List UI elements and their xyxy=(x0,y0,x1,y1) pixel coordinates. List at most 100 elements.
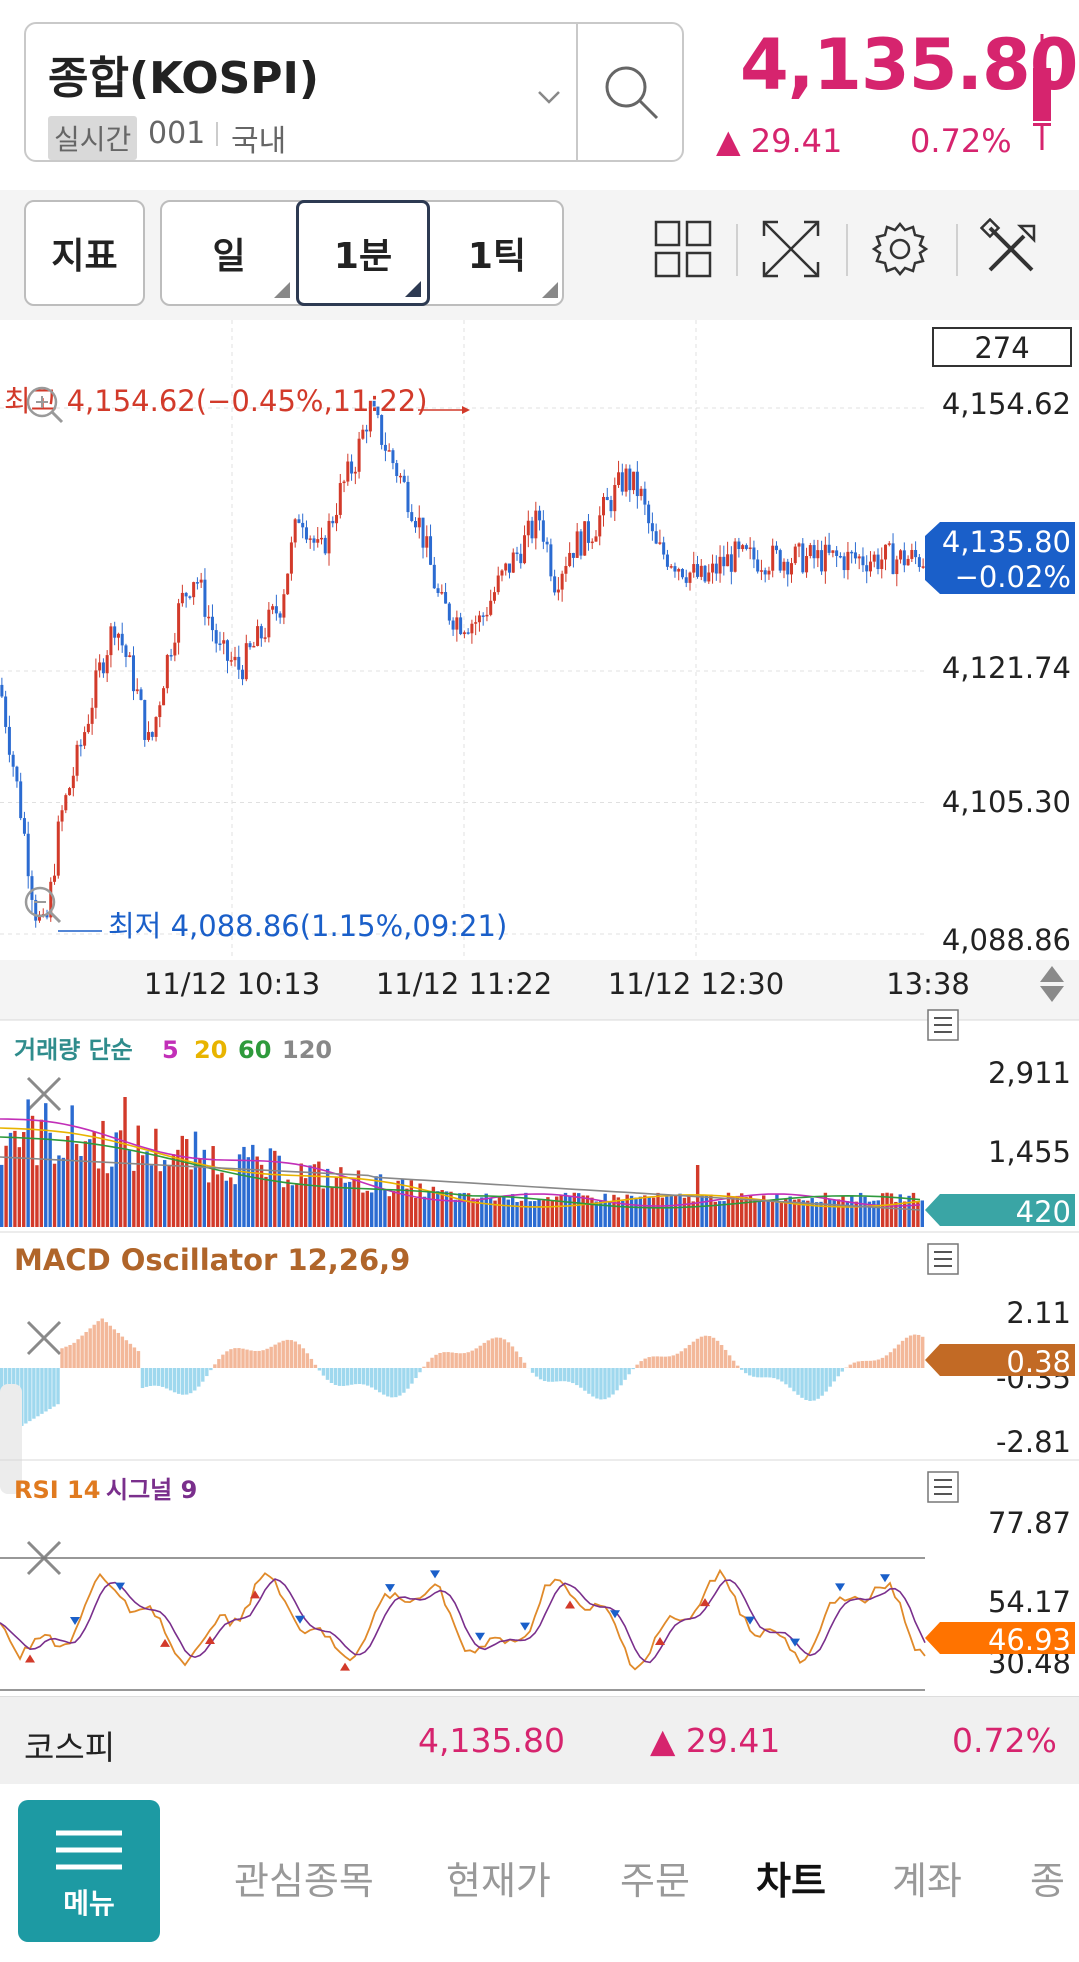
symbol-selector[interactable]: 종합(KOSPI) 실시간 001 국내 xyxy=(24,22,684,162)
macd-bar xyxy=(80,1335,84,1368)
volume-bar xyxy=(528,1201,532,1227)
candle-body xyxy=(786,561,790,575)
y-tick: 77.87 xyxy=(988,1506,1071,1540)
macd-bar xyxy=(760,1368,764,1378)
tools-icon[interactable] xyxy=(980,218,1042,280)
candle-body xyxy=(406,481,410,513)
nav-order[interactable]: 주문 xyxy=(620,1859,690,1903)
macd-bar xyxy=(353,1368,358,1385)
volume-bar xyxy=(775,1193,779,1227)
volume-bar xyxy=(224,1180,229,1227)
macd-bar xyxy=(748,1368,752,1376)
macd-bar xyxy=(466,1352,470,1368)
current-price-pct: −0.02% xyxy=(955,560,1071,594)
volume-bar xyxy=(497,1196,502,1227)
volume-bar xyxy=(88,1139,92,1227)
zoom-out-icon[interactable] xyxy=(24,886,62,924)
candle-body xyxy=(75,744,79,776)
candle-body xyxy=(241,669,245,680)
volume-bar xyxy=(488,1197,493,1227)
candle-body xyxy=(22,818,26,834)
volume-bar xyxy=(863,1196,867,1227)
candle-body xyxy=(820,550,824,572)
panel-menu-icon[interactable] xyxy=(927,1243,959,1275)
macd-panel-title: MACD Oscillator 12,26,9 xyxy=(14,1243,410,1277)
index-ticker[interactable]: 코스피 4,135.80 ▲ 29.41 0.72% xyxy=(0,1696,1079,1784)
search-button[interactable] xyxy=(578,24,684,160)
layout-grid-icon[interactable] xyxy=(652,218,714,280)
macd-bar xyxy=(442,1352,446,1368)
candle-body xyxy=(481,615,485,617)
volume-bar xyxy=(57,1155,61,1227)
volume-bar xyxy=(154,1128,158,1227)
candle-body xyxy=(914,549,918,558)
scroll-arrows-icon[interactable] xyxy=(1040,966,1064,1002)
macd-bar xyxy=(76,1339,80,1368)
macd-bar xyxy=(611,1368,615,1395)
indicator-button[interactable]: 지표 xyxy=(24,200,145,306)
zoom-in-icon[interactable] xyxy=(26,386,64,424)
period-day-button[interactable]: 일 xyxy=(162,202,296,304)
macd-bar xyxy=(241,1348,245,1368)
candle-body xyxy=(534,510,538,539)
period-1tick-button[interactable]: 1틱 xyxy=(430,202,564,304)
settings-icon[interactable] xyxy=(869,218,931,280)
nav-quote[interactable]: 현재가 xyxy=(446,1859,551,1903)
volume-bar xyxy=(400,1178,405,1227)
volume-bar xyxy=(550,1200,554,1227)
panel-menu-icon[interactable] xyxy=(927,1009,959,1041)
volume-bar xyxy=(312,1164,317,1227)
chevron-down-icon[interactable] xyxy=(534,82,564,112)
macd-bar xyxy=(40,1368,44,1414)
volume-bar xyxy=(436,1191,440,1227)
macd-bar xyxy=(406,1368,410,1389)
close-icon[interactable] xyxy=(26,1076,62,1112)
menu-button[interactable]: 메뉴 xyxy=(18,1800,160,1942)
close-icon[interactable] xyxy=(26,1320,62,1356)
candle-body xyxy=(654,531,658,544)
macd-bar xyxy=(438,1352,442,1368)
candle-body xyxy=(906,558,910,566)
macd-bar xyxy=(852,1362,857,1368)
sell-signal-arrow xyxy=(745,1616,755,1625)
drawer-handle[interactable] xyxy=(0,1384,22,1494)
nav-chart[interactable]: 차트 xyxy=(756,1859,826,1903)
period-1min-button[interactable]: 1분 xyxy=(296,200,430,306)
candle-body xyxy=(60,810,64,822)
macd-bar xyxy=(856,1361,861,1368)
nav-watchlist[interactable]: 관심종목 xyxy=(234,1859,374,1903)
macd-bar xyxy=(530,1368,535,1373)
sell-signal-arrow xyxy=(790,1638,800,1647)
candle-body xyxy=(271,606,275,610)
nav-more[interactable]: 종 xyxy=(1030,1859,1065,1903)
macd-bar xyxy=(156,1368,161,1386)
candle-body xyxy=(365,429,369,432)
volume-bar xyxy=(612,1194,616,1227)
volume-bar xyxy=(471,1198,475,1227)
volume-bar xyxy=(687,1194,691,1227)
expand-icon[interactable] xyxy=(760,218,822,280)
volume-bar xyxy=(515,1202,519,1227)
macd-bar xyxy=(201,1368,205,1382)
volume-bar xyxy=(370,1192,374,1227)
macd-bar xyxy=(506,1342,511,1368)
symbol-name[interactable]: 종합(KOSPI) xyxy=(48,53,320,104)
candle-body xyxy=(304,527,308,540)
chart-canvas[interactable]: 최고 4,154.62(−0.45%,11:22) 최저 4,088.86(1.… xyxy=(0,320,1079,1695)
volume-bar xyxy=(444,1191,449,1227)
nav-account[interactable]: 계좌 xyxy=(892,1859,962,1903)
panel-menu-icon[interactable] xyxy=(927,1471,959,1503)
chart-area[interactable]: 최고 4,154.62(−0.45%,11:22) 최저 4,088.86(1.… xyxy=(0,320,1079,1695)
volume-bar xyxy=(198,1159,202,1227)
candle-body xyxy=(361,429,365,439)
macd-bar xyxy=(172,1368,177,1393)
volume-bar xyxy=(546,1197,550,1227)
macd-bar xyxy=(28,1368,32,1422)
candle-body xyxy=(688,572,692,583)
candle-body xyxy=(203,579,207,617)
volume-bar xyxy=(665,1194,669,1227)
macd-bar xyxy=(595,1368,599,1399)
volume-bar xyxy=(61,1157,66,1227)
macd-bar xyxy=(840,1368,844,1372)
candle-body xyxy=(105,655,109,674)
